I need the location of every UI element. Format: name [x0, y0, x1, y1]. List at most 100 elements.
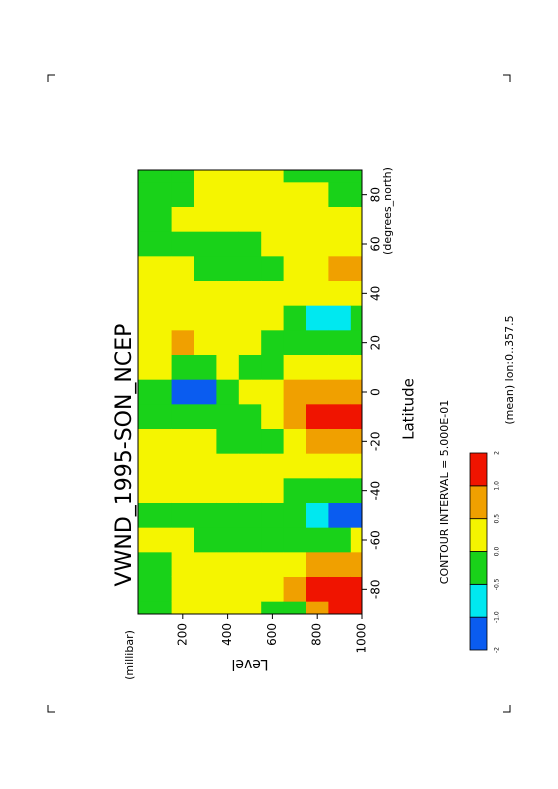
field-cell — [216, 231, 240, 257]
field-cell — [328, 280, 352, 306]
corner-mark — [47, 74, 55, 82]
field-cell — [171, 354, 195, 380]
field-cell — [216, 551, 240, 577]
field-cell — [350, 601, 362, 614]
field-cell — [194, 453, 217, 479]
field-cell — [350, 305, 362, 331]
field-cell — [171, 206, 195, 232]
y-tick-label: 200 — [175, 623, 189, 646]
field-cell — [306, 428, 329, 454]
field-cell — [171, 551, 195, 577]
field-cell — [138, 453, 173, 479]
field-cell — [350, 280, 362, 306]
field-cell — [261, 601, 285, 614]
field-cell — [216, 170, 240, 183]
field-cell — [216, 403, 240, 429]
field-cell — [328, 181, 352, 207]
field-cell — [283, 601, 307, 614]
field-cell — [283, 403, 307, 429]
field-cell — [138, 329, 173, 355]
field-cell — [171, 255, 195, 281]
field-cell — [306, 231, 329, 257]
field-cell — [238, 255, 262, 281]
x-tick-label: 20 — [369, 335, 383, 350]
field-cell — [306, 170, 329, 183]
colorbar-label: 2 — [494, 451, 501, 455]
field-cell — [238, 403, 262, 429]
field-cell — [261, 502, 285, 528]
colorbar-swatch — [469, 616, 488, 651]
field-cell — [261, 477, 285, 503]
field-cell — [216, 206, 240, 232]
field-cell — [238, 576, 262, 602]
field-cell — [350, 502, 362, 528]
field-cell — [138, 354, 173, 380]
field-cell — [194, 231, 217, 257]
field-cell — [350, 576, 362, 602]
x-tick-label: 80 — [369, 187, 383, 202]
field-cell — [216, 329, 240, 355]
x-axis-label: Latitude — [400, 378, 418, 440]
field-cell — [194, 170, 217, 183]
field-cell — [283, 453, 307, 479]
field-cell — [283, 379, 307, 405]
field-cell — [306, 453, 329, 479]
colorbar-swatch — [469, 452, 488, 487]
y-tick-label: 1000 — [355, 623, 369, 654]
field-cell — [261, 576, 285, 602]
field-cell — [350, 170, 362, 183]
x-tick-label: -60 — [369, 530, 383, 550]
field-cell — [238, 551, 262, 577]
field-cell — [138, 527, 173, 553]
field-cell — [306, 305, 329, 331]
field-cell — [283, 477, 307, 503]
colorbar-swatch — [469, 485, 488, 520]
field-cell — [306, 181, 329, 207]
colorbar-label: 1.0 — [494, 481, 501, 491]
field-cell — [328, 551, 352, 577]
corner-marks — [47, 74, 511, 713]
corner-mark — [503, 705, 511, 713]
field-cell — [194, 329, 217, 355]
field-cell — [283, 527, 307, 553]
field-cell — [216, 527, 240, 553]
field-cell — [306, 551, 329, 577]
field-cell — [138, 502, 173, 528]
x-tick-label: -80 — [369, 580, 383, 600]
field-cell — [261, 354, 285, 380]
field-cell — [171, 428, 195, 454]
field-cell — [238, 206, 262, 232]
field-cell — [238, 527, 262, 553]
field-cell — [138, 477, 173, 503]
field-cell — [238, 354, 262, 380]
field-cell — [138, 280, 173, 306]
x-tick-label: -20 — [369, 432, 383, 452]
field-cell — [283, 354, 307, 380]
note: (mean) lon:0..357.5 — [503, 315, 516, 424]
field-cell — [261, 181, 285, 207]
field-cell — [328, 206, 352, 232]
colorbar-label: -2 — [494, 647, 501, 653]
field-cell — [328, 403, 352, 429]
field-cell — [216, 181, 240, 207]
y-axis-label: Level — [232, 656, 269, 672]
field-cell — [261, 170, 285, 183]
field-cell — [261, 255, 285, 281]
field-cell — [138, 379, 173, 405]
field-cell — [350, 428, 362, 454]
field-cell — [328, 329, 352, 355]
field-cell — [138, 601, 173, 614]
field-cell — [216, 502, 240, 528]
field-cell — [194, 379, 217, 405]
field-cell — [238, 305, 262, 331]
field-cell — [328, 354, 352, 380]
field-cell — [138, 403, 173, 429]
field-cell — [238, 601, 262, 614]
field-cell — [194, 477, 217, 503]
contour-interval: CONTOUR INTERVAL = 5.000E-01 — [438, 400, 451, 584]
field-cell — [283, 206, 307, 232]
field-cell — [194, 280, 217, 306]
field-cell — [350, 329, 362, 355]
colorbar-swatch — [469, 583, 488, 618]
